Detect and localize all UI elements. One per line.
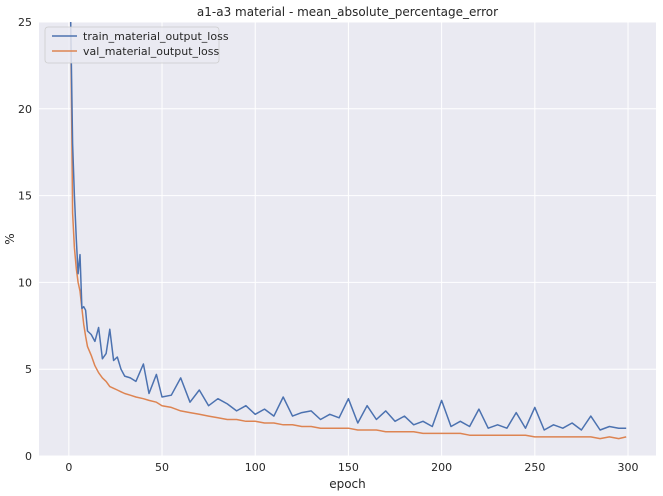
y-tick-label: 20 [18,103,32,116]
y-tick-label: 0 [25,450,32,463]
y-tick-label: 15 [18,190,32,203]
y-tick-labels: 0 5 10 15 20 25 [18,16,32,463]
y-axis-label: % [3,233,17,244]
x-tick-label: 250 [524,461,545,474]
x-tick-label: 200 [431,461,452,474]
x-tick-label: 100 [245,461,266,474]
y-tick-label: 25 [18,16,32,29]
x-tick-label: 50 [155,461,169,474]
x-tick-label: 300 [618,461,639,474]
plot-area [39,22,656,456]
y-tick-label: 10 [18,276,32,289]
legend: train_material_output_loss val_material_o… [44,26,229,64]
series-lines [69,22,627,440]
x-tick-labels: 0 50 100 150 200 250 300 [65,461,638,474]
x-axis-label: epoch [329,477,366,491]
series-line-val-material-output-loss [69,22,627,440]
chart-title: a1-a3 material - mean_absolute_percentag… [197,5,498,19]
legend-box [44,26,220,64]
legend-label: train_material_output_loss [83,30,229,43]
legend-label: val_material_output_loss [83,45,220,58]
x-tick-label: 150 [338,461,359,474]
y-tick-label: 5 [25,363,32,376]
x-tick-label: 0 [65,461,72,474]
series-line-train-material-output-loss [69,22,627,431]
